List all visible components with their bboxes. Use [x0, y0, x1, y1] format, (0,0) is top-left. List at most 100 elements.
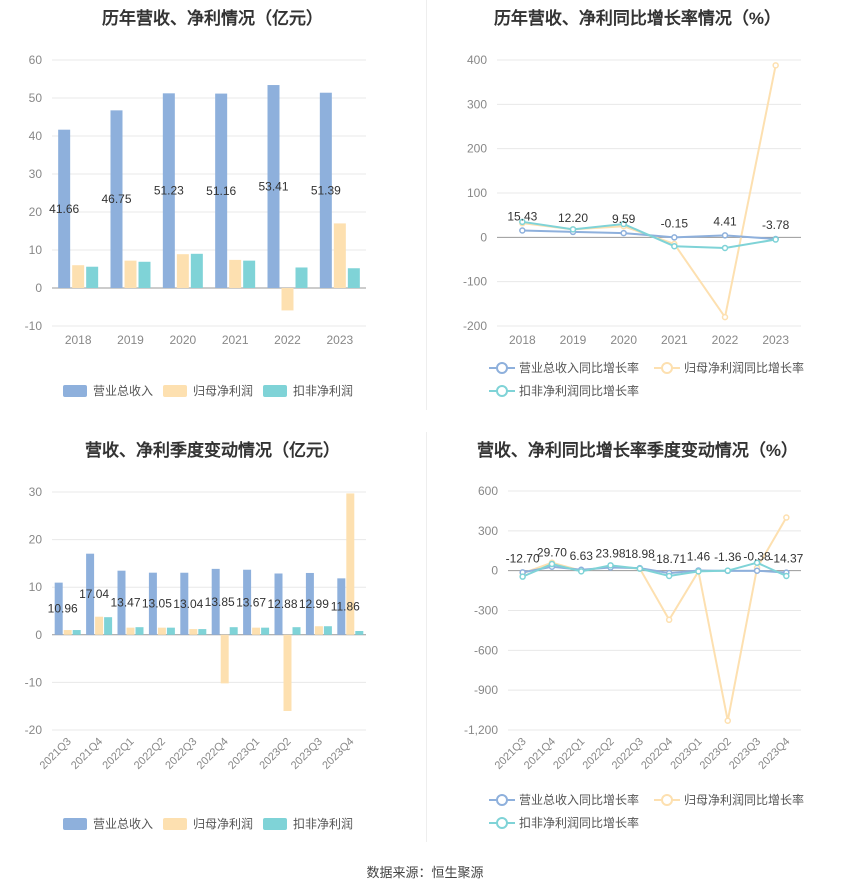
- chart-canvas: 30 20 10 0 -10 -20 10.96 2021Q3 17.04 2021Q4 13.47…: [25, 485, 366, 831]
- legend-swatch: [263, 385, 287, 397]
- bar: [95, 616, 104, 635]
- x-tick-label: 2019: [117, 333, 144, 347]
- series-line: [522, 65, 777, 320]
- bar: [252, 627, 261, 635]
- x-tick-label: 2022Q2: [580, 736, 616, 772]
- data-label: -12.70: [506, 551, 540, 565]
- data-point: [772, 62, 779, 69]
- data-label: -0.15: [661, 216, 689, 230]
- data-label: 17.04: [79, 587, 109, 601]
- data-source-label: 数据来源：恒生聚源: [366, 865, 484, 880]
- data-label: 13.05: [142, 597, 172, 611]
- bar: [189, 629, 198, 635]
- x-tick-label: 2023Q4: [320, 736, 356, 772]
- y-tick-label: -1,200: [464, 723, 498, 737]
- bar: [72, 265, 85, 288]
- bar: [63, 630, 72, 635]
- data-label: 46.75: [101, 192, 131, 206]
- chart-canvas: 400 300 200 100 0 -100 -200 15.43 2018 12.20 2019 9…: [463, 53, 804, 398]
- bar: [104, 617, 113, 635]
- y-tick-label: 300: [478, 524, 498, 538]
- y-tick-label: -10: [25, 675, 43, 689]
- y-tick-label: 200: [467, 142, 487, 156]
- x-tick-label: 2023Q3: [289, 736, 325, 772]
- legend-swatch-marker: [496, 385, 508, 397]
- legend-swatch-marker: [496, 817, 508, 829]
- y-tick-label: 100: [467, 186, 487, 200]
- bar: [292, 627, 301, 635]
- data-point: [724, 717, 731, 724]
- bar: [283, 634, 292, 711]
- series-line: [522, 561, 787, 578]
- y-tick-label: -600: [474, 643, 498, 657]
- bar: [295, 267, 308, 288]
- data-label: 1.46: [687, 549, 711, 563]
- legend-swatch: [163, 818, 187, 830]
- bar: [337, 578, 346, 635]
- x-tick-label: 2020: [610, 333, 637, 347]
- legend-label: 归母净利润同比增长率: [684, 360, 804, 375]
- bar: [117, 570, 126, 635]
- y-tick-label: 60: [29, 53, 43, 67]
- legend-label: 归母净利润: [193, 384, 253, 398]
- chart-canvas: 60 50 40 30 20 10 0 -10 41.66 2018 46.75 2019 51.23 2…: [25, 53, 366, 398]
- data-label: 15.43: [507, 209, 537, 223]
- x-tick-label: 2021: [661, 333, 688, 347]
- x-tick-label: 2023Q4: [756, 736, 792, 772]
- bar: [347, 268, 360, 288]
- bar: [110, 110, 123, 288]
- bar: [243, 260, 256, 288]
- legend-swatch: [63, 818, 87, 830]
- series-line: [522, 220, 776, 249]
- data-label: 53.41: [258, 180, 288, 194]
- x-tick-label: 2019: [560, 333, 587, 347]
- y-tick-label: 0: [35, 628, 42, 642]
- data-label: 29.70: [537, 546, 567, 560]
- chart-title: 营收、净利同比增长率季度变动情况（%）: [476, 441, 799, 460]
- data-point: [753, 567, 761, 574]
- y-tick-label: -20: [25, 723, 43, 737]
- data-point: [671, 234, 678, 241]
- x-tick-label: 2023Q2: [257, 736, 293, 772]
- legend-label: 营业总收入同比增长率: [519, 792, 639, 807]
- bar: [190, 253, 203, 288]
- data-label: -3.78: [762, 218, 790, 232]
- chart-title: 历年营收、净利情况（亿元）: [102, 9, 323, 28]
- x-tick-label: 2021Q3: [38, 736, 74, 772]
- panel-divider: [426, 0, 427, 410]
- data-point: [548, 560, 556, 568]
- y-tick-label: -200: [463, 319, 487, 333]
- bar: [229, 259, 242, 288]
- quarterly-revenue-profit-chart: 营收、净利季度变动情况（亿元） 30 20 10 0 -10 -20 10.96 2021Q3…: [0, 432, 425, 862]
- bar: [305, 572, 314, 635]
- legend-label: 营业总收入: [93, 817, 153, 831]
- x-tick-label: 2018: [65, 333, 92, 347]
- bar: [126, 627, 135, 635]
- chart-title: 营收、净利季度变动情况（亿元）: [85, 441, 340, 460]
- bar: [215, 93, 228, 288]
- data-point: [783, 572, 790, 580]
- x-tick-label: 2022Q4: [639, 736, 675, 772]
- data-label: 12.88: [267, 597, 297, 611]
- y-tick-label: 0: [491, 564, 498, 578]
- bar: [314, 626, 323, 635]
- bar: [211, 568, 220, 635]
- data-label: 13.47: [110, 596, 140, 610]
- y-tick-label: 30: [29, 485, 43, 499]
- x-tick-label: 2023Q2: [698, 736, 734, 772]
- annual-revenue-profit-chart: 历年营收、净利情况（亿元） 60 50 40 30 20 10 0 -10 41.66 2018 4…: [0, 0, 425, 430]
- data-label: 9.59: [612, 212, 636, 226]
- data-label: 41.66: [49, 202, 79, 216]
- data-label: 10.96: [48, 602, 78, 616]
- data-point: [636, 565, 644, 572]
- data-point: [665, 616, 673, 624]
- x-tick-label: 2022Q3: [610, 736, 646, 772]
- data-label: 12.99: [299, 597, 329, 611]
- x-tick-label: 2023Q1: [226, 736, 262, 772]
- y-tick-label: 50: [29, 91, 43, 105]
- data-label: -14.37: [769, 552, 803, 566]
- legend-swatch: [63, 385, 87, 397]
- x-tick-label: 2018: [509, 333, 536, 347]
- data-point: [607, 562, 614, 569]
- y-tick-label: -300: [474, 604, 498, 618]
